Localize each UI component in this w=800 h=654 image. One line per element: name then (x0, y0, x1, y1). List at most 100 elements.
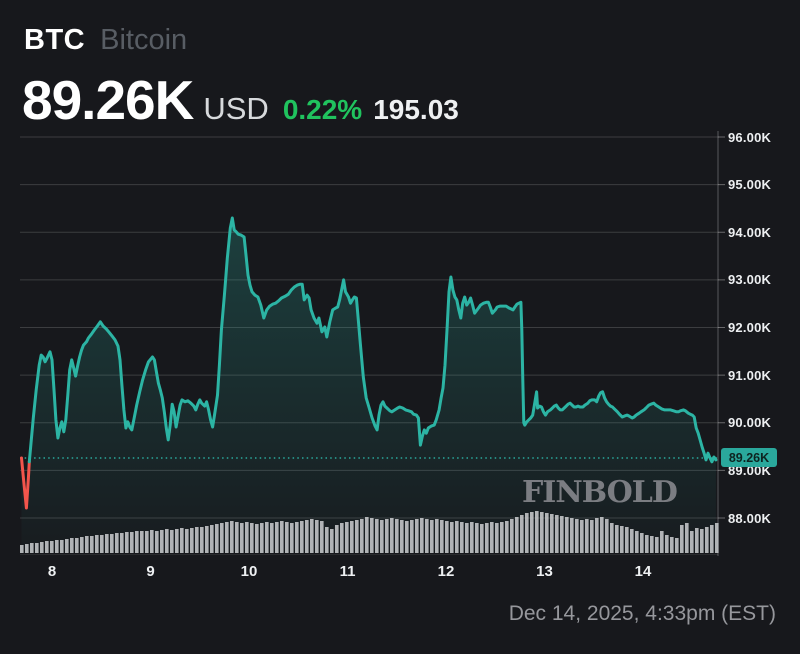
volume-bar (370, 518, 374, 553)
volume-bar (695, 528, 699, 553)
volume-bar (445, 521, 449, 553)
y-axis-label: 93.00K (728, 272, 772, 288)
volume-bar (365, 517, 369, 553)
volume-bar (125, 532, 129, 553)
volume-bar (685, 523, 689, 553)
y-axis-label: 96.00K (728, 129, 772, 145)
volume-bar (140, 531, 144, 553)
volume-bar (210, 525, 214, 553)
volume-bar (430, 520, 434, 553)
volume-bar (235, 522, 239, 553)
volume-bar (85, 536, 89, 553)
volume-bar (560, 516, 564, 553)
volume-bar (645, 535, 649, 553)
volume-bar (135, 531, 139, 553)
volume-bar (550, 514, 554, 553)
volume-bar (460, 522, 464, 553)
volume-bar (45, 541, 49, 553)
volume-bar (120, 533, 124, 553)
volume-bar (465, 523, 469, 553)
volume-bar (520, 515, 524, 553)
volume-bar (570, 518, 574, 553)
volume-bar (170, 530, 174, 553)
volume-bar (145, 531, 149, 553)
volume-bar (640, 533, 644, 553)
volume-bar (130, 532, 134, 553)
asset-symbol: BTC (24, 24, 86, 56)
volume-bar (255, 524, 259, 553)
volume-bar (700, 529, 704, 553)
x-axis-label: 13 (536, 563, 553, 580)
volume-bar (580, 520, 584, 553)
volume-bar (285, 522, 289, 553)
volume-bar (185, 529, 189, 553)
volume-bar (275, 522, 279, 553)
x-axis-label: 14 (634, 563, 652, 580)
volume-bar (75, 538, 79, 553)
volume-bar (440, 520, 444, 553)
volume-bar (385, 519, 389, 553)
volume-bar (175, 529, 179, 553)
volume-bar (100, 535, 104, 553)
volume-bar (220, 523, 224, 553)
volume-bar (40, 542, 44, 553)
volume-bar (500, 522, 504, 553)
volume-bar (590, 520, 594, 553)
volume-bar (265, 522, 269, 553)
volume-bar (390, 518, 394, 553)
volume-bar (155, 531, 159, 553)
volume-bar (435, 519, 439, 553)
volume-bar (495, 523, 499, 553)
currency-label: USD (203, 91, 269, 126)
volume-bar (505, 521, 509, 553)
volume-bar (470, 522, 474, 553)
volume-bar (605, 519, 609, 553)
volume-bar (575, 519, 579, 553)
volume-bar (480, 524, 484, 553)
volume-bar (690, 531, 694, 553)
volume-bar (610, 523, 614, 553)
volume-bar (635, 531, 639, 553)
volume-bar (105, 534, 109, 553)
volume-bar (180, 528, 184, 553)
volume-bar (710, 525, 714, 553)
volume-bar (250, 523, 254, 553)
volume-bar (630, 529, 634, 553)
volume-bar (225, 522, 229, 553)
volume-bar (530, 512, 534, 553)
volume-bar (670, 537, 674, 553)
volume-bar (240, 523, 244, 553)
volume-bar (290, 523, 294, 553)
volume-bar (450, 522, 454, 553)
volume-bar (70, 538, 74, 553)
volume-bar (90, 536, 94, 553)
volume-bar (675, 538, 679, 553)
volume-bar (115, 533, 119, 553)
volume-bar (665, 535, 669, 553)
volume-bar (245, 522, 249, 553)
x-axis-label: 10 (240, 563, 258, 580)
volume-bar (380, 520, 384, 553)
volume-bar (295, 522, 299, 553)
volume-bar (190, 528, 194, 553)
volume-bar (620, 526, 624, 553)
volume-bar (260, 523, 264, 553)
volume-bar (400, 520, 404, 553)
asset-name: Bitcoin (100, 24, 188, 56)
volume-bar (600, 517, 604, 553)
volume-bar (80, 537, 84, 553)
volume-bar (660, 531, 664, 553)
volume-bar (350, 521, 354, 553)
y-axis-label: 92.00K (728, 320, 772, 335)
volume-bar (340, 523, 344, 553)
volume-bar (300, 521, 304, 553)
volume-bar (455, 521, 459, 553)
volume-bar (515, 517, 519, 553)
y-axis-label: 94.00K (728, 224, 772, 240)
volume-bar (315, 520, 319, 553)
volume-bar (110, 534, 114, 553)
volume-bar (55, 540, 59, 553)
volume-bar (715, 523, 719, 553)
volume-bar (410, 520, 414, 553)
